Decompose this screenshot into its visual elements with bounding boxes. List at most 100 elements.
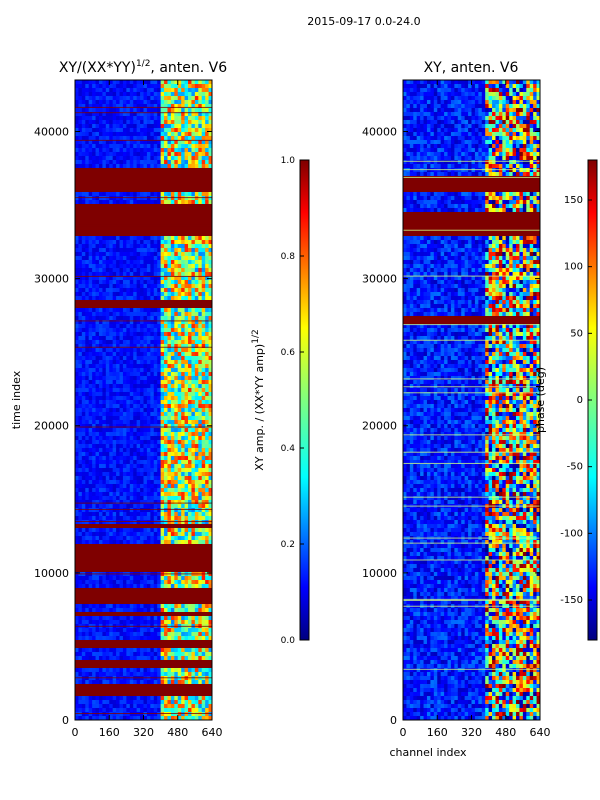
- heatmap-cell: [85, 676, 90, 681]
- heatmap-cell: [126, 708, 131, 713]
- heatmap-cell: [150, 164, 155, 169]
- heatmap-cell: [191, 372, 196, 377]
- heatmap-cell: [140, 132, 145, 137]
- heatmap-cell: [208, 124, 212, 129]
- heatmap-cell: [177, 632, 182, 637]
- heatmap-cell: [85, 276, 90, 281]
- heatmap-cell: [194, 428, 199, 433]
- heatmap-cell: [188, 608, 193, 613]
- heatmap-cell: [184, 324, 189, 329]
- heatmap-cell: [112, 132, 117, 137]
- heatmap-cell: [122, 636, 127, 641]
- heatmap-cell: [136, 132, 141, 137]
- heatmap-cell: [88, 412, 93, 417]
- heatmap-cell: [136, 368, 141, 373]
- heatmap-cell: [81, 580, 86, 585]
- heatmap-cell: [116, 296, 121, 301]
- heatmap-cell: [164, 708, 169, 713]
- heatmap-cell: [140, 288, 145, 293]
- heatmap-cell: [191, 508, 196, 513]
- heatmap-cell: [88, 460, 93, 465]
- heatmap-cell: [119, 380, 124, 385]
- heatmap-cell: [109, 80, 114, 85]
- heatmap-cell: [119, 196, 124, 201]
- heatmap-cell: [170, 680, 175, 685]
- heatmap-cell: [119, 392, 124, 397]
- heatmap-cell: [98, 100, 103, 105]
- heatmap-cell: [177, 712, 182, 717]
- heatmap-cell: [102, 140, 107, 145]
- heatmap-cell: [184, 448, 189, 453]
- heatmap-cell: [95, 412, 100, 417]
- heatmap-cell: [92, 136, 97, 141]
- heatmap-cell: [105, 128, 110, 133]
- heatmap-cell: [153, 288, 158, 293]
- heatmap-cell: [102, 108, 107, 113]
- heatmap-cell: [129, 104, 134, 109]
- heatmap-cell: [88, 124, 93, 129]
- heatmap-cell: [194, 384, 199, 389]
- heatmap-cell: [133, 400, 138, 405]
- heatmap-cell: [95, 288, 100, 293]
- heatmap-cell: [85, 472, 90, 477]
- heatmap-cell: [102, 152, 107, 157]
- heatmap-cell: [109, 308, 114, 313]
- heatmap-cell: [126, 160, 131, 165]
- heatmap-cell: [150, 84, 155, 89]
- heatmap-cell: [116, 340, 121, 345]
- heatmap-cell: [122, 280, 127, 285]
- heatmap-cell: [191, 200, 196, 205]
- heatmap-cell: [109, 404, 114, 409]
- heatmap-cell: [181, 448, 186, 453]
- heatmap-cell: [181, 424, 186, 429]
- heatmap-cell: [164, 388, 169, 393]
- heatmap-cell: [140, 632, 145, 637]
- heatmap-cell: [181, 476, 186, 481]
- heatmap-cell: [126, 92, 131, 97]
- heatmap-cell: [167, 680, 172, 685]
- heatmap-cell: [150, 456, 155, 461]
- heatmap-cell: [75, 716, 80, 720]
- heatmap-cell: [205, 132, 210, 137]
- heatmap-cell: [116, 256, 121, 261]
- heatmap-cell: [205, 500, 210, 505]
- heatmap-cell: [119, 308, 124, 313]
- heatmap-cell: [85, 532, 90, 537]
- heatmap-cell: [208, 360, 212, 365]
- heatmap-cell: [126, 408, 131, 413]
- heatmap-cell: [181, 632, 186, 637]
- heatmap-cell: [140, 464, 145, 469]
- heatmap-cell: [98, 272, 103, 277]
- heatmap-cell: [201, 448, 206, 453]
- heatmap-cell: [153, 520, 158, 525]
- heatmap-cell: [140, 512, 145, 517]
- heatmap-cell: [153, 160, 158, 165]
- heatmap-cell: [75, 144, 80, 149]
- heatmap-cell: [208, 488, 212, 493]
- heatmap-cell: [177, 532, 182, 537]
- heatmap-cell: [109, 320, 114, 325]
- heatmap-cell: [146, 520, 151, 525]
- heatmap-cell: [92, 340, 97, 345]
- heatmap-cell: [160, 152, 165, 157]
- heatmap-cell: [129, 412, 134, 417]
- heatmap-cell: [129, 512, 134, 517]
- heatmap-cell: [177, 512, 182, 517]
- heatmap-cell: [133, 424, 138, 429]
- heatmap-cell: [181, 344, 186, 349]
- heatmap-cell: [98, 464, 103, 469]
- heatmap-cell: [198, 448, 203, 453]
- heatmap-cell: [88, 436, 93, 441]
- heatmap-cell: [105, 388, 110, 393]
- heatmap-cell: [98, 112, 103, 117]
- heatmap-cell: [78, 340, 83, 345]
- heatmap-cell: [153, 480, 158, 485]
- heatmap-cell: [109, 452, 114, 457]
- heatmap-cell: [129, 400, 134, 405]
- heatmap-cell: [92, 648, 97, 653]
- heatmap-cell: [164, 140, 169, 145]
- heatmap-cell: [88, 536, 93, 541]
- heatmap-cell: [116, 440, 121, 445]
- heatmap-cell: [126, 536, 131, 541]
- heatmap-cell: [208, 700, 212, 705]
